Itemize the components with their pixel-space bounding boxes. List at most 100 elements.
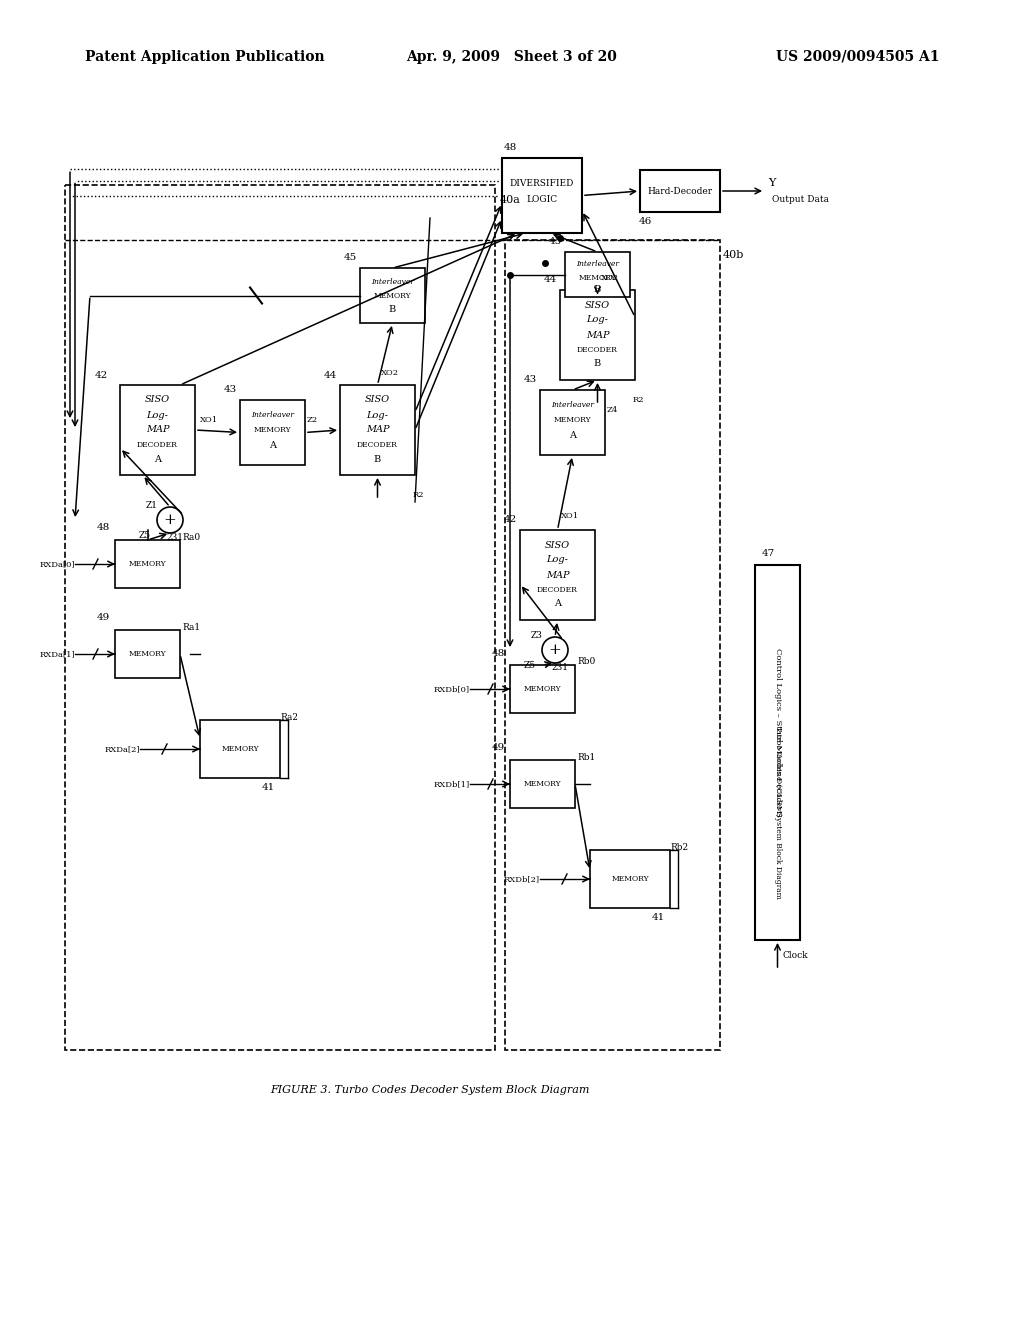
Text: MEMORY: MEMORY [129,649,166,657]
Text: MEMORY: MEMORY [554,416,591,424]
Text: Z5: Z5 [139,531,152,540]
Text: B: B [594,285,601,294]
Bar [560,290,635,380]
Text: Control Logics – State Machine (CLSM): Control Logics – State Machine (CLSM) [773,648,781,817]
Text: LOGIC: LOGIC [526,195,557,205]
Text: XO1: XO1 [560,512,579,520]
Text: A: A [554,599,561,609]
Text: DECODER: DECODER [578,346,617,354]
Text: MEMORY: MEMORY [523,780,561,788]
Text: RXDa[1]: RXDa[1] [39,649,75,657]
Bar [540,389,605,455]
Text: Z2: Z2 [307,417,318,425]
Text: Z3: Z3 [531,631,543,639]
Text: SISO: SISO [365,396,390,404]
Text: Hard-Decoder: Hard-Decoder [647,186,713,195]
Text: DECODER: DECODER [137,441,178,449]
Text: Y: Y [768,178,776,187]
Text: 43: 43 [523,375,537,384]
Bar [200,719,280,777]
Text: MEMORY: MEMORY [523,685,561,693]
Text: XO2: XO2 [381,370,398,378]
Text: 48: 48 [492,648,505,657]
Bar [120,385,195,475]
Text: 45: 45 [549,238,562,247]
Text: RXDb[2]: RXDb[2] [504,875,540,883]
Text: Apr. 9, 2009 Sheet 3 of 20: Apr. 9, 2009 Sheet 3 of 20 [407,50,617,63]
Bar [360,268,425,323]
Text: +: + [164,513,176,527]
Text: MEMORY: MEMORY [129,560,166,568]
Text: 42: 42 [504,516,517,524]
Text: 48: 48 [96,524,110,532]
Text: Interleaver: Interleaver [371,279,414,286]
Bar [115,630,180,678]
Text: Rb2: Rb2 [670,842,688,851]
Text: 40a: 40a [500,195,521,205]
Text: XO2: XO2 [600,275,618,282]
Text: RXDa[0]: RXDa[0] [39,560,75,568]
Text: Turbo Codes Decoder System Block Diagram: Turbo Codes Decoder System Block Diagram [773,726,781,899]
Bar [505,240,720,1049]
Text: Log-: Log- [587,315,608,325]
Text: 47: 47 [761,549,774,557]
Text: 231: 231 [552,664,568,672]
Text: 44: 44 [544,276,557,285]
Text: MEMORY: MEMORY [374,292,412,300]
Text: Patent Application Publication: Patent Application Publication [85,50,325,63]
Text: Log-: Log- [547,556,568,565]
Text: Interleaver: Interleaver [251,411,294,418]
Bar [502,158,582,234]
Text: Output Data: Output Data [772,194,829,203]
Bar [590,850,670,908]
Text: DECODER: DECODER [537,586,578,594]
Text: MEMORY: MEMORY [611,875,649,883]
Text: RXDa[2]: RXDa[2] [104,744,140,752]
Text: A: A [569,430,575,440]
Text: Ra2: Ra2 [280,713,298,722]
Text: Z4: Z4 [607,405,618,413]
Text: DECODER: DECODER [357,441,398,449]
Text: SISO: SISO [545,540,570,549]
Bar [565,252,630,297]
Text: Clock: Clock [782,950,808,960]
Text: Z5: Z5 [524,660,536,669]
Text: RXDb[1]: RXDb[1] [434,780,470,788]
Bar [115,540,180,587]
Text: MAP: MAP [145,425,169,434]
Text: MAP: MAP [546,570,569,579]
Text: Z1: Z1 [146,500,158,510]
Text: B: B [374,454,381,463]
Text: Interleaver: Interleaver [551,401,594,409]
Text: XO1: XO1 [200,416,218,424]
Text: Rb0: Rb0 [577,657,595,667]
Text: RXDb[0]: RXDb[0] [434,685,470,693]
Text: B: B [594,359,601,368]
Text: 48: 48 [504,144,517,153]
Text: 49: 49 [96,614,110,623]
Text: +: + [549,643,561,657]
Text: 49: 49 [492,743,505,752]
Text: MAP: MAP [586,330,609,339]
Text: SISO: SISO [585,301,610,309]
Text: Ra1: Ra1 [182,623,200,631]
Text: SISO: SISO [145,396,170,404]
Text: Log-: Log- [146,411,168,420]
Text: R2: R2 [633,396,644,404]
Text: Interleaver: Interleaver [575,260,618,268]
Text: MEMORY: MEMORY [579,275,616,282]
Text: Ra0: Ra0 [182,532,200,541]
Text: MEMORY: MEMORY [254,426,291,434]
Text: MEMORY: MEMORY [221,744,259,752]
Text: A: A [154,454,161,463]
Text: Rb1: Rb1 [577,752,595,762]
Text: 44: 44 [324,371,337,380]
Bar [240,400,305,465]
Text: 41: 41 [262,784,275,792]
Text: 43: 43 [224,385,237,395]
Text: 46: 46 [638,218,651,227]
Bar [510,760,575,808]
Bar [640,170,720,213]
Text: MAP: MAP [366,425,389,434]
Text: B: B [389,305,396,314]
